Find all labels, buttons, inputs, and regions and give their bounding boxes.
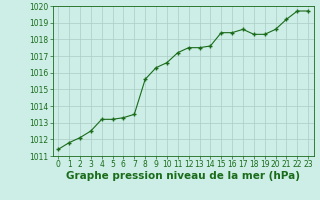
X-axis label: Graphe pression niveau de la mer (hPa): Graphe pression niveau de la mer (hPa) [66,171,300,181]
